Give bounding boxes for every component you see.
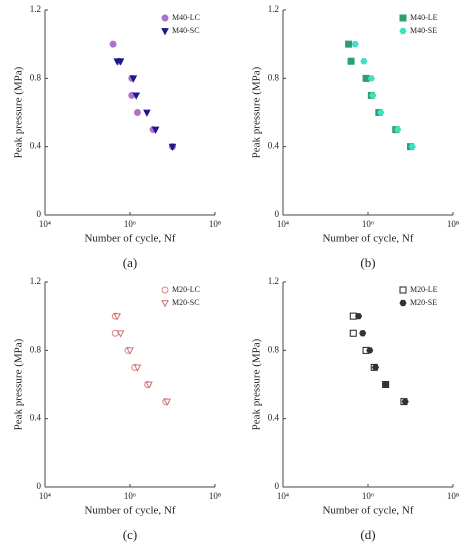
y-axis-label: Peak pressure (MPa): [13, 66, 25, 158]
y-tick-label: 0.4: [268, 413, 280, 423]
legend-marker: [161, 286, 169, 294]
legend-marker: [399, 27, 407, 35]
x-tick-label: 10⁶: [362, 491, 374, 501]
legend-label: M20-SE: [410, 298, 437, 307]
data-point: [145, 381, 153, 389]
data-point: [109, 40, 117, 48]
y-tick-label: 1.2: [30, 4, 41, 14]
data-point: [113, 313, 122, 321]
caption: (a): [123, 255, 137, 270]
data-point: [382, 381, 390, 388]
data-point: [345, 40, 353, 48]
data-point: [377, 109, 385, 116]
x-tick-label: 10⁸: [209, 219, 221, 229]
x-axis-label: Number of cycle, Nf: [322, 233, 413, 245]
data-point: [351, 41, 359, 48]
y-tick-label: 0: [37, 481, 42, 491]
y-tick-label: 0.8: [30, 344, 42, 354]
data-point: [116, 58, 125, 66]
legend-marker: [161, 300, 169, 308]
x-axis-label: Number of cycle, Nf: [84, 505, 175, 517]
data-point: [347, 57, 355, 65]
x-tick-label: 10⁶: [124, 219, 136, 229]
x-tick-label: 10⁸: [447, 219, 459, 229]
data-point: [168, 143, 177, 152]
data-point: [132, 92, 141, 100]
caption: (d): [360, 527, 375, 542]
y-tick-label: 0.4: [268, 141, 280, 151]
data-point: [133, 109, 141, 116]
data-point: [129, 75, 138, 83]
y-axis-label: Peak pressure (MPa): [251, 66, 263, 158]
legend-label: M20-SC: [172, 298, 200, 307]
legend-marker: [161, 28, 169, 36]
y-tick-label: 0: [275, 209, 280, 219]
data-point: [111, 329, 119, 337]
legend-marker: [399, 299, 407, 307]
x-tick-label: 10⁴: [277, 219, 289, 229]
x-axis-label: Number of cycle, Nf: [322, 505, 413, 517]
legend-marker: [399, 14, 407, 22]
data-point: [133, 364, 142, 372]
x-tick-label: 10⁴: [39, 491, 51, 501]
data-point: [360, 58, 368, 65]
x-tick-label: 10⁴: [39, 219, 51, 229]
data-point: [362, 74, 370, 82]
legend-label: M40-SE: [410, 26, 437, 35]
data-point: [349, 312, 357, 320]
data-point: [366, 347, 374, 354]
y-tick-label: 0: [37, 209, 42, 219]
data-point: [367, 75, 375, 82]
y-tick-label: 1.2: [268, 4, 279, 14]
y-axis-label: Peak pressure (MPa): [251, 338, 263, 430]
data-point: [163, 398, 172, 406]
caption: (b): [360, 255, 375, 270]
x-tick-label: 10⁶: [124, 491, 136, 501]
data-point: [143, 109, 151, 117]
data-point: [116, 330, 125, 338]
x-tick-label: 10⁸: [447, 491, 459, 501]
legend-label: M20-LE: [410, 285, 438, 294]
data-point: [394, 126, 402, 133]
legend-label: M40-LC: [172, 13, 200, 22]
data-point: [408, 143, 416, 150]
x-tick-label: 10⁸: [209, 491, 221, 501]
caption: (c): [123, 527, 137, 542]
data-point: [354, 313, 363, 320]
legend-label: M40-LE: [410, 13, 438, 22]
legend-marker: [399, 286, 407, 294]
data-point: [349, 329, 357, 337]
y-axis-label: Peak pressure (MPa): [13, 338, 25, 430]
legend-label: M20-LC: [172, 285, 200, 294]
x-tick-label: 10⁴: [277, 491, 289, 501]
y-tick-label: 1.2: [30, 276, 41, 286]
y-tick-label: 0.4: [30, 141, 42, 151]
y-tick-label: 0.8: [268, 344, 280, 354]
x-axis-label: Number of cycle, Nf: [84, 233, 175, 245]
data-point: [401, 398, 409, 405]
data-point: [359, 330, 367, 337]
y-tick-label: 0: [275, 481, 280, 491]
y-tick-label: 1.2: [268, 276, 279, 286]
y-tick-label: 0.8: [30, 72, 42, 82]
y-tick-label: 0.8: [268, 72, 280, 82]
y-tick-label: 0.4: [30, 413, 42, 423]
data-point: [151, 126, 160, 134]
legend-marker: [161, 14, 169, 22]
legend-label: M40-SC: [172, 26, 200, 35]
data-point: [126, 347, 134, 355]
x-tick-label: 10⁶: [362, 219, 374, 229]
data-point: [369, 92, 377, 99]
data-point: [371, 364, 380, 371]
